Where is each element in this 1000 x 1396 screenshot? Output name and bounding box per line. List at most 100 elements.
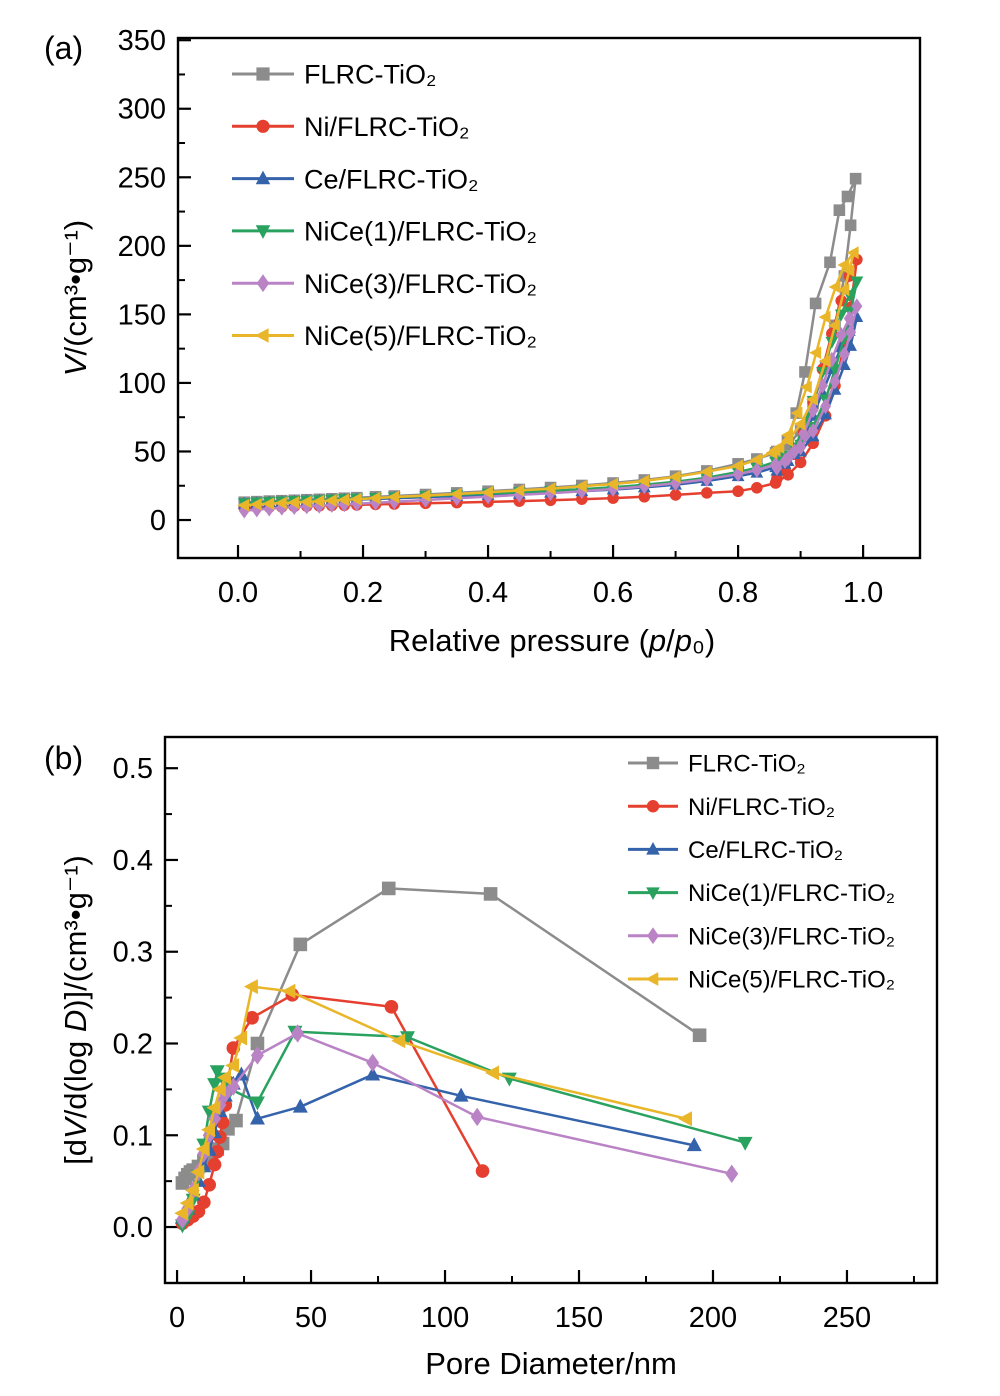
square-marker <box>229 1113 243 1128</box>
triangle-up-marker <box>233 1066 249 1081</box>
x-tick-label: 0.8 <box>718 577 758 609</box>
triangle-up-marker <box>686 1137 702 1152</box>
diamond-marker <box>798 425 810 442</box>
triangle-up-marker <box>292 1098 308 1113</box>
legend-item: NiCe(3)/FLRC-TiO₂ <box>628 923 895 950</box>
triangle-left-marker <box>790 406 803 420</box>
series-flrc-tio- <box>175 881 707 1190</box>
series-line <box>181 985 687 1214</box>
triangle-left-marker <box>201 1122 215 1138</box>
y-tick-label: 150 <box>118 299 166 331</box>
legend-item: NiCe(1)/FLRC-TiO₂ <box>628 880 895 907</box>
legend-label: NiCe(3)/FLRC-TiO₂ <box>304 269 537 299</box>
x-tick-label: 200 <box>689 1302 737 1334</box>
panel-b: 0 50 100 150 200 250 0.0 0.1 0.2 0.3 0.4 0.5 Pore Di… <box>58 735 939 1381</box>
square-marker <box>809 297 822 310</box>
triangle-left-marker <box>809 346 822 360</box>
triangle-left-marker <box>418 489 431 503</box>
diamond-marker <box>326 497 338 513</box>
triangle-left-marker <box>543 482 556 496</box>
triangle-left-marker <box>225 1058 240 1073</box>
diamond-marker <box>470 1107 484 1127</box>
circle-marker <box>771 473 783 485</box>
circle-marker <box>207 1157 222 1172</box>
triangle-up-marker <box>646 841 660 855</box>
triangle-down-marker <box>825 336 839 349</box>
triangle-left-marker <box>217 1069 232 1085</box>
triangle-left-marker <box>233 1030 248 1046</box>
triangle-left-marker <box>765 446 778 460</box>
legend-item: Ni/FLRC-TiO₂ <box>232 112 469 142</box>
triangle-left-marker <box>179 1195 194 1211</box>
triangle-left-marker <box>324 494 337 507</box>
triangle-left-marker <box>485 1065 500 1081</box>
diamond-marker <box>366 1053 380 1072</box>
legend-item: NiCe(5)/FLRC-TiO₂ <box>628 967 895 994</box>
legend-label: Ce/FLRC-TiO₂ <box>304 164 479 194</box>
diamond-marker <box>807 423 819 439</box>
circle-marker <box>638 490 651 503</box>
triangle-left-marker <box>749 453 762 467</box>
triangle-left-marker <box>349 492 362 506</box>
circle-marker <box>701 487 713 499</box>
diamond-marker <box>647 927 659 945</box>
square-marker <box>833 204 846 216</box>
square-marker <box>483 887 498 901</box>
diamond-marker <box>843 310 855 327</box>
x-tick-label: 0.6 <box>593 577 633 609</box>
triangle-left-marker <box>281 983 296 999</box>
panel-b-label: (b) <box>44 740 84 776</box>
square-marker <box>293 937 308 952</box>
y-tick-label: 0.1 <box>113 1120 153 1152</box>
circle-marker <box>732 485 744 498</box>
triangle-left-marker <box>387 490 400 504</box>
triangle-left-marker <box>274 496 287 510</box>
x-tick-label: 0 <box>169 1302 185 1334</box>
triangle-left-marker <box>255 328 269 343</box>
legend: FLRC-TiO₂ Ni/FLRC-TiO₂ Ce/FLRC-TiO₂ NiCe(1)… <box>232 60 537 351</box>
y-tick-label: 100 <box>118 368 166 400</box>
square-marker <box>849 172 862 185</box>
diamond-marker <box>851 298 863 314</box>
y-axis-label: V/(cm³•g⁻¹) <box>58 220 93 376</box>
diamond-marker <box>250 1046 264 1065</box>
diamond-marker <box>175 1210 189 1229</box>
circle-marker <box>794 456 807 469</box>
circle-marker <box>475 1164 490 1178</box>
y-tick-label: 0.3 <box>113 937 153 969</box>
y-tick-label: 350 <box>118 25 166 57</box>
triangle-left-marker <box>828 280 841 294</box>
triangle-left-marker <box>262 497 275 511</box>
diamond-marker <box>751 462 763 478</box>
square-marker <box>381 881 396 896</box>
y-tick-label: 0.0 <box>113 1212 153 1244</box>
x-tick-label: 0.0 <box>218 577 258 609</box>
series-ce-flrc-tio- <box>174 1066 702 1224</box>
triangle-left-marker <box>312 494 325 508</box>
triangle-left-marker <box>391 1033 406 1049</box>
triangle-down-marker <box>209 1065 225 1080</box>
x-axis-label: Relative pressure (p/p₀) <box>389 623 715 658</box>
square-marker <box>692 1028 707 1043</box>
x-tick-label: 50 <box>295 1302 327 1334</box>
series-line <box>181 1030 746 1226</box>
plot-frame <box>163 735 939 1285</box>
plot-frame <box>176 36 922 560</box>
legend-item: Ce/FLRC-TiO₂ <box>232 164 479 194</box>
circle-marker <box>669 489 682 501</box>
triangle-left-marker <box>818 354 831 368</box>
circle-marker <box>384 999 399 1014</box>
diamond-marker <box>256 274 270 293</box>
triangle-left-marker <box>574 479 587 493</box>
triangle-left-marker <box>249 498 262 511</box>
panel-a: 0.0 0.2 0.4 0.6 0.8 1.0 0 50 100 150 200 250 300 350 R… <box>58 25 922 658</box>
triangle-down-marker <box>249 1096 265 1111</box>
legend: FLRC-TiO₂ Ni/FLRC-TiO₂ Ce/FLRC-TiO₂ NiCe(1)… <box>628 751 895 994</box>
legend-label: NiCe(3)/FLRC-TiO₂ <box>688 923 895 950</box>
triangle-left-marker <box>818 310 831 324</box>
triangle-down-marker <box>850 276 864 289</box>
triangle-left-marker <box>243 979 258 995</box>
legend-item: NiCe(5)/FLRC-TiO₂ <box>232 321 537 351</box>
triangle-left-marker <box>512 484 525 497</box>
